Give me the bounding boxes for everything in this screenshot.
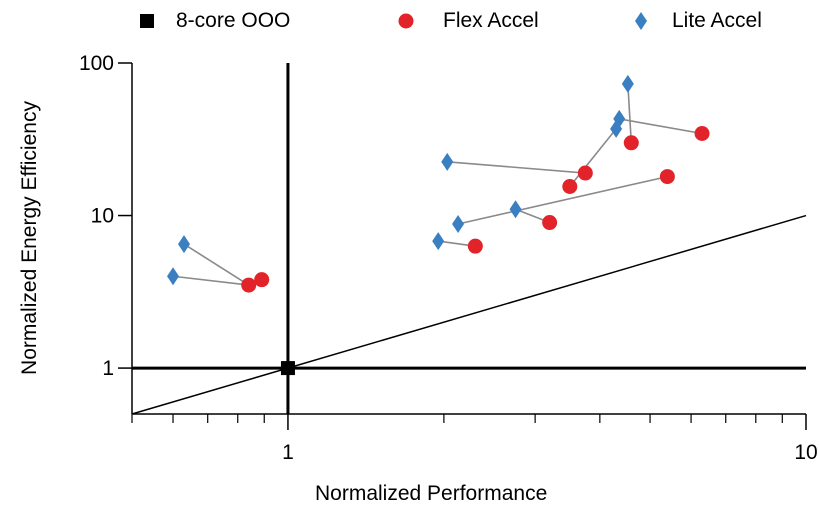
axes <box>118 62 807 430</box>
flex-accel-point <box>254 272 270 288</box>
connector-line <box>627 83 633 143</box>
x-axis-label: Normalized Performance <box>315 482 548 505</box>
connector-line <box>569 128 617 188</box>
legend-label: 8-core OOO <box>176 9 291 32</box>
ooo-square-point <box>280 361 295 376</box>
flex-accel-point <box>577 165 593 181</box>
flex-accel-point <box>562 179 578 195</box>
x-tick-label: 1 <box>282 441 294 464</box>
flex-accel-point <box>694 126 710 142</box>
reference-lines <box>131 63 807 415</box>
lite-accel-point <box>613 109 626 128</box>
legend: 8-core OOO Flex Accel Lite Accel <box>0 6 819 36</box>
legend-item-flex-accel: Flex Accel <box>397 6 539 36</box>
y-axis-label: Normalized Energy Efficiency <box>18 101 41 375</box>
reference-line-diagonal <box>131 214 807 415</box>
connector-line <box>183 243 250 286</box>
legend-item-lite-accel: Lite Accel <box>632 6 762 36</box>
flex-accel-point <box>623 135 639 151</box>
x-tick-label: 10 <box>794 441 817 464</box>
flex-accel-point <box>241 277 257 293</box>
lite-accel-point <box>452 215 465 234</box>
connector-line <box>619 118 703 135</box>
flex-accel-point <box>467 238 483 254</box>
y-tick-label: 10 <box>91 205 114 228</box>
data-points <box>167 74 710 376</box>
y-tick-label: 100 <box>79 52 114 75</box>
legend-square-marker <box>138 12 156 30</box>
lite-accel-point <box>432 232 445 251</box>
flex-accel-point <box>542 215 558 231</box>
lite-accel-point <box>441 152 454 171</box>
lite-accel-point <box>621 74 634 93</box>
legend-label: Flex Accel <box>443 9 539 32</box>
tick-labels: 1 10 1 10 100 <box>79 52 818 464</box>
connector-lines <box>172 83 703 286</box>
legend-item-8-core-ooo: 8-core OOO <box>138 6 290 36</box>
y-tick-label: 1 <box>102 357 114 380</box>
legend-circle-marker <box>397 12 415 30</box>
connector-line <box>447 161 586 174</box>
lite-accel-point <box>167 267 180 286</box>
legend-label: Lite Accel <box>672 9 762 32</box>
lite-accel-point <box>177 235 190 254</box>
connector-line <box>457 175 668 225</box>
lite-accel-point <box>509 200 522 219</box>
legend-diamond-marker <box>632 12 650 30</box>
flex-accel-point <box>659 169 675 185</box>
connector-line <box>172 275 249 286</box>
